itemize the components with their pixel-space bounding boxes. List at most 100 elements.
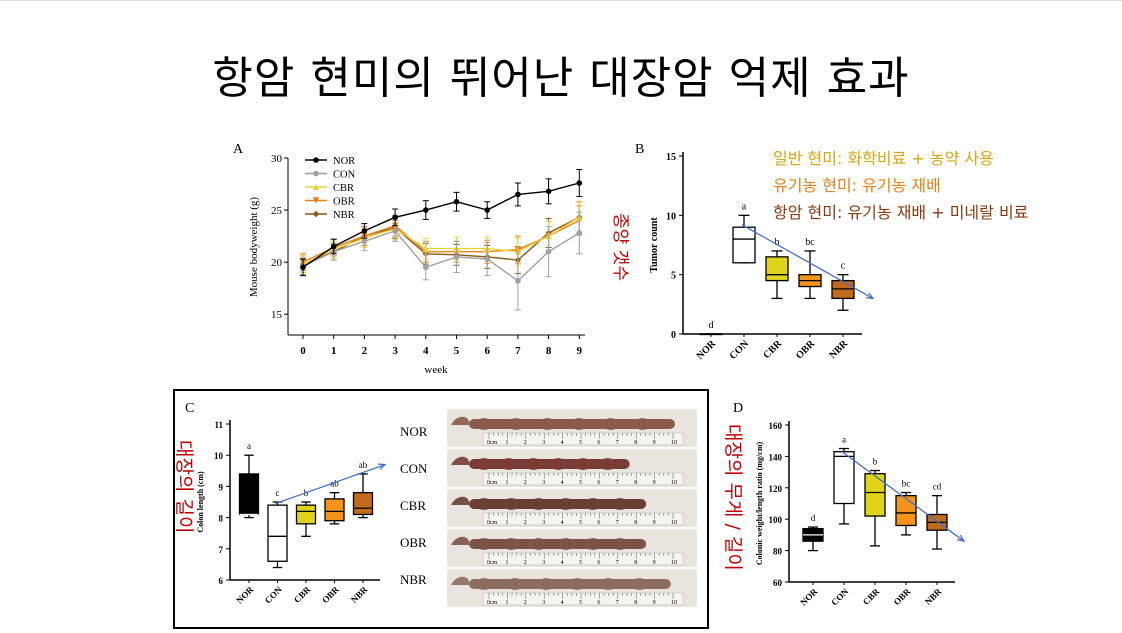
c-box bbox=[267, 504, 288, 562]
c-sig-letter: c bbox=[276, 488, 280, 498]
d-box bbox=[833, 451, 855, 505]
a-legend-marker bbox=[313, 157, 319, 163]
d-y-tick-label: 140 bbox=[769, 452, 783, 462]
ruler-number: 3 bbox=[542, 480, 545, 486]
ruler-number: 8 bbox=[634, 560, 637, 566]
colon-lump bbox=[634, 418, 651, 430]
d-x-tick-label: OBR bbox=[892, 586, 913, 607]
colon-cecum bbox=[451, 576, 470, 585]
ruler-number: 2 bbox=[524, 520, 527, 526]
d-y-axis-label: Colonic weight/length ratio (mg/cm) bbox=[755, 442, 764, 566]
colon-lump bbox=[530, 498, 547, 510]
ruler-number: 1 bbox=[505, 440, 508, 446]
a-legend-label: NBR bbox=[333, 210, 355, 221]
ruler-number: 6 bbox=[597, 520, 600, 526]
photo-row-label: OBR bbox=[400, 535, 427, 550]
photo-row-label: CBR bbox=[400, 498, 426, 513]
a-x-tick-label: 5 bbox=[454, 345, 460, 357]
colon-weight-boxplot: 60 80 100 120 140 160 Colonic weight/length ra… bbox=[755, 421, 966, 608]
colon-lump bbox=[574, 458, 591, 470]
colon-lump bbox=[600, 578, 617, 590]
ruler-number: 8 bbox=[634, 600, 637, 606]
colon-photos: NOR 0cm 1 2 3 4 5 6 7 8 9 10 CON 0cm 1 2 3 4 5 6 7 8 9 10 CBR 0cm… bbox=[400, 409, 697, 607]
a-point bbox=[453, 198, 460, 205]
b-trend-arrowhead bbox=[865, 292, 875, 300]
ruler-number: 2 bbox=[524, 480, 527, 486]
ruler-number: 4 bbox=[561, 480, 564, 486]
ruler-number: 6 bbox=[597, 440, 600, 446]
a-x-tick-label: 3 bbox=[392, 345, 398, 357]
a-y-tick-label: 15 bbox=[271, 309, 283, 321]
photo-row-obr: OBR 0cm 1 2 3 4 5 6 7 8 9 10 bbox=[400, 529, 697, 567]
ruler-number: 7 bbox=[616, 600, 619, 606]
ruler-number: 6 bbox=[597, 560, 600, 566]
b-x-tick-label: NOR bbox=[695, 338, 719, 362]
ruler-number: 5 bbox=[579, 560, 582, 566]
a-legend-marker bbox=[312, 210, 320, 218]
ruler-number: 10 bbox=[671, 520, 677, 526]
ruler-number: 3 bbox=[542, 440, 545, 446]
a-series-line bbox=[302, 182, 580, 268]
colon-lump bbox=[631, 578, 648, 590]
a-point bbox=[515, 191, 521, 198]
a-series-con bbox=[300, 211, 583, 311]
a-point bbox=[330, 243, 337, 250]
ruler-number: 9 bbox=[653, 560, 656, 566]
ruler-number: 1 bbox=[505, 480, 508, 486]
b-y-tick-label: 5 bbox=[671, 271, 676, 282]
ruler-number: 4 bbox=[561, 600, 564, 606]
d-box bbox=[895, 494, 917, 527]
photo-row-label: NBR bbox=[400, 572, 427, 587]
c-y-tick-label: 7 bbox=[219, 545, 224, 555]
a-point bbox=[361, 228, 368, 234]
ruler-number: 9 bbox=[653, 600, 656, 606]
ruler bbox=[482, 552, 684, 566]
c-sig-letter: a bbox=[247, 441, 251, 451]
colon-cecum bbox=[451, 536, 470, 545]
a-y-tick-label: 30 bbox=[271, 153, 283, 165]
ruler bbox=[482, 512, 684, 526]
ruler-number: 7 bbox=[616, 560, 619, 566]
colon-lump bbox=[612, 498, 629, 510]
colon-lump bbox=[500, 458, 517, 470]
ruler bbox=[482, 592, 684, 606]
a-point bbox=[392, 214, 398, 221]
c-box-con: c bbox=[267, 488, 288, 569]
a-x-axis-label: week bbox=[424, 364, 448, 376]
d-box-cbr: b bbox=[864, 457, 886, 547]
b-y-axis-label: Tumor count bbox=[649, 217, 660, 273]
d-y-tick-label: 120 bbox=[769, 484, 783, 494]
ruler-number: 6 bbox=[597, 600, 600, 606]
a-point bbox=[422, 245, 429, 252]
ruler-number: 5 bbox=[579, 440, 582, 446]
ruler-number: 7 bbox=[616, 480, 619, 486]
a-x-tick-label: 8 bbox=[546, 345, 552, 357]
a-legend-marker bbox=[312, 183, 320, 191]
d-y-tick-label: 100 bbox=[769, 515, 783, 525]
c-y-tick-label: 11 bbox=[214, 420, 223, 430]
ruler-number: 7 bbox=[616, 520, 619, 526]
c-box-nbr: ab bbox=[352, 460, 374, 519]
c-y-tick-label: 9 bbox=[219, 482, 224, 492]
c-box-nor: a bbox=[238, 441, 260, 519]
ruler-number: 0cm bbox=[487, 480, 498, 486]
a-legend-label: NOR bbox=[333, 156, 355, 167]
ruler-number: 4 bbox=[561, 440, 564, 446]
a-series-line bbox=[302, 216, 580, 265]
ruler-number: 10 bbox=[671, 600, 677, 606]
legend-anticancer: 항암 현미: 유기농 재배 + 미네랄 비료 bbox=[773, 203, 1028, 222]
legend-regular: 일반 현미: 화학비료 + 농약 사용 bbox=[773, 149, 994, 168]
d-sig-letter: d bbox=[811, 513, 816, 523]
ruler-number: 9 bbox=[653, 440, 656, 446]
colon-lump bbox=[571, 418, 588, 430]
c-box bbox=[324, 498, 345, 522]
legend-organic: 유기농 현미: 유기농 재배 bbox=[773, 176, 941, 195]
d-sig-letter: cd bbox=[933, 482, 942, 492]
d-box-con: a bbox=[833, 435, 855, 525]
d-trend-arrowhead bbox=[957, 534, 966, 543]
colon-lump bbox=[557, 538, 574, 550]
c-y-tick-label: 6 bbox=[219, 576, 224, 586]
